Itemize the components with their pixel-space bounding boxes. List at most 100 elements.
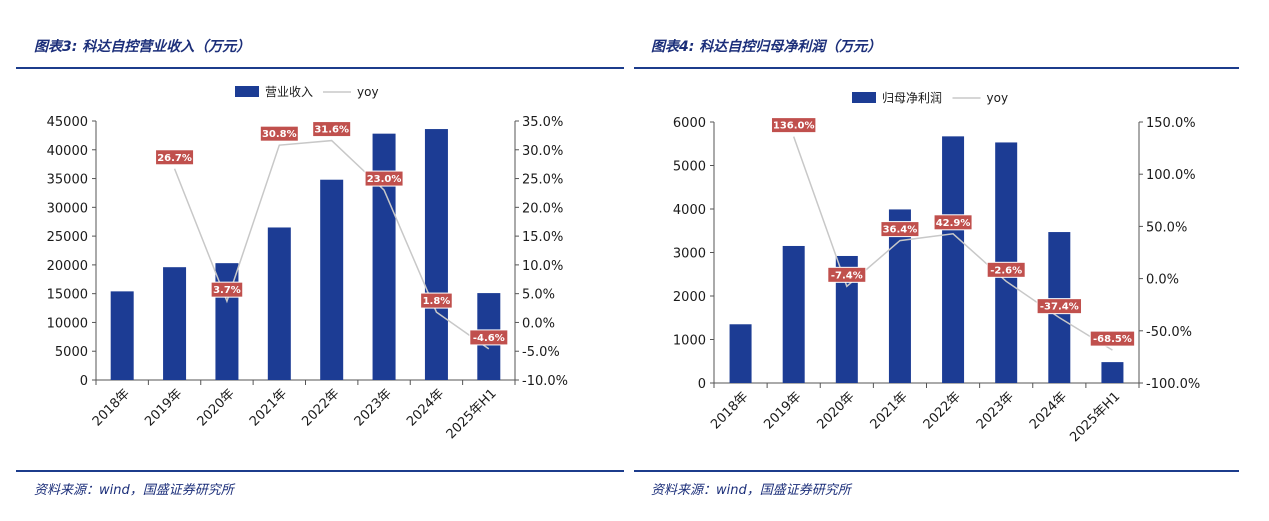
y-tick-left-label: 1000	[673, 334, 706, 349]
x-tick-label: 2018年	[90, 386, 133, 429]
yoy-data-label: 1.8%	[423, 296, 451, 307]
x-tick-label: 2018年	[708, 389, 751, 432]
bar	[888, 209, 911, 383]
legend-line-label: yoy	[357, 85, 379, 99]
yoy-data-label: -4.6%	[473, 333, 505, 344]
y-tick-left-label: 25000	[47, 230, 88, 245]
chart-title-revenue: 图表3: 科达自控营业收入（万元）	[34, 39, 251, 55]
yoy-data-label: 23.0%	[367, 174, 402, 185]
footer-divider	[16, 470, 624, 472]
y-tick-left-label: 5000	[673, 160, 706, 175]
chart-title-net-profit: 图表4: 科达自控归母净利润（万元）	[651, 39, 882, 55]
y-tick-right-label: 5.0%	[522, 288, 555, 303]
y-tick-left-label: 4000	[673, 203, 706, 218]
y-tick-right-label: 100.0%	[1146, 168, 1196, 183]
x-tick-label: 2025年H1	[1067, 389, 1123, 445]
yoy-data-label-box	[1089, 330, 1136, 347]
y-tick-left-label: 3000	[673, 247, 706, 262]
y-tick-right-label: -10.0%	[522, 374, 568, 389]
x-tick-label: 2023年	[974, 389, 1017, 432]
y-tick-left-label: 10000	[47, 316, 88, 331]
bar	[1101, 362, 1124, 383]
bar	[729, 324, 752, 383]
bar	[782, 245, 805, 383]
left-panel: 图表3: 科达自控营业收入（万元） 0 5000 10000 15000 20000 25…	[0, 0, 634, 521]
y-tick-left-label: 20000	[47, 259, 88, 274]
bar	[163, 267, 187, 380]
y-tick-right-label: -5.0%	[522, 345, 560, 360]
y-tick-right-label: 10.0%	[522, 259, 563, 274]
bar	[424, 129, 448, 380]
bar	[267, 227, 291, 380]
y-tick-right-label: 150.0%	[1146, 116, 1196, 131]
yoy-data-label: 136.0%	[773, 121, 815, 132]
source-note: 资料来源：wind，国盛证券研究所	[34, 483, 234, 498]
y-tick-right-label: 15.0%	[522, 230, 563, 245]
y-tick-right-label: 35.0%	[522, 115, 563, 130]
yoy-data-label-box	[364, 170, 404, 187]
y-tick-right-label: 50.0%	[1146, 220, 1187, 235]
yoy-data-label-box	[933, 214, 973, 231]
yoy-data-label: 3.7%	[213, 285, 241, 296]
x-tick-label: 2024年	[1027, 389, 1070, 432]
net-profit-chart: 0 1000 2000 3000 4000 5000 6000 -100.0% -50.0% 0.…	[673, 91, 1200, 445]
yoy-data-label-box	[312, 121, 352, 138]
x-tick-label: 2022年	[921, 389, 964, 432]
y-tick-right-label: 0.0%	[522, 316, 555, 331]
legend-bar-label: 归母净利润	[882, 91, 942, 105]
legend-bar-label: 营业收入	[265, 85, 313, 99]
yoy-data-label-box	[880, 221, 920, 238]
yoy-data-label-box	[210, 281, 244, 298]
x-tick-label: 2021年	[247, 386, 290, 429]
x-tick-label: 2021年	[868, 389, 911, 432]
y-tick-left-label: 0	[698, 377, 706, 392]
footer-divider	[634, 470, 1239, 472]
bar	[835, 255, 858, 383]
y-tick-left-label: 5000	[55, 345, 88, 360]
y-tick-right-label: 30.0%	[522, 144, 563, 159]
y-tick-left-label: 40000	[47, 144, 88, 159]
x-tick-label: 2022年	[299, 386, 342, 429]
x-tick-label: 2025年H1	[444, 386, 500, 442]
yoy-data-label-box	[827, 266, 867, 283]
y-tick-left-label: 45000	[47, 115, 88, 130]
yoy-data-label: 31.6%	[314, 125, 349, 136]
y-tick-left-label: 6000	[673, 116, 706, 131]
right-panel: 图表4: 科达自控归母净利润（万元） 0 1000 2000 3000 4000 5000…	[634, 0, 1269, 521]
yoy-data-label-box	[770, 117, 817, 134]
yoy-data-label: 30.8%	[262, 129, 297, 140]
legend-bar-swatch	[235, 86, 259, 97]
y-tick-right-label: -100.0%	[1146, 377, 1200, 392]
yoy-data-label-box	[155, 149, 195, 166]
x-tick-label: 2023年	[352, 386, 395, 429]
y-tick-left-label: 30000	[47, 201, 88, 216]
yoy-data-label: 36.4%	[883, 225, 918, 236]
yoy-data-label-box	[259, 125, 299, 142]
yoy-data-label-box	[420, 292, 453, 309]
title-divider	[634, 67, 1239, 69]
y-tick-left-label: 15000	[47, 288, 88, 303]
y-tick-left-label: 2000	[673, 290, 706, 305]
title-divider	[16, 67, 624, 69]
yoy-data-label-box	[469, 329, 509, 346]
bar	[942, 136, 965, 383]
yoy-data-label-box	[986, 261, 1026, 278]
legend-bar-swatch	[852, 92, 876, 103]
y-tick-right-label: 0.0%	[1146, 273, 1179, 288]
x-tick-label: 2020年	[814, 389, 857, 432]
yoy-data-label: -68.5%	[1093, 334, 1132, 345]
yoy-data-label-box	[1036, 298, 1083, 315]
x-tick-label: 2019年	[142, 386, 185, 429]
y-tick-left-label: 35000	[47, 173, 88, 188]
revenue-chart: 0 5000 10000 15000 20000 25000 30000 35000 40000…	[47, 85, 568, 442]
yoy-data-label: 26.7%	[157, 153, 192, 164]
y-tick-right-label: -50.0%	[1146, 325, 1192, 340]
x-tick-label: 2019年	[761, 389, 804, 432]
yoy-data-label: -37.4%	[1040, 302, 1079, 313]
source-note: 资料来源：wind，国盛证券研究所	[651, 483, 851, 498]
yoy-line	[173, 139, 490, 350]
y-tick-left-label: 0	[80, 374, 88, 389]
bar	[320, 179, 344, 380]
x-tick-label: 2024年	[404, 386, 447, 429]
legend-line-label: yoy	[987, 91, 1009, 105]
